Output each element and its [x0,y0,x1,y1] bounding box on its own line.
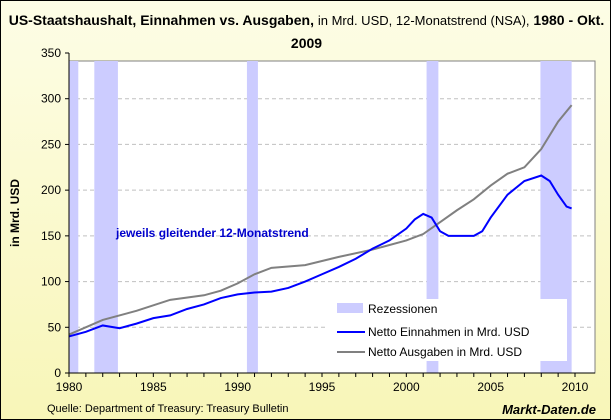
y-axis-label: in Mrd. USD [8,179,22,247]
legend-label: Netto Ausgaben in Mrd. USD [368,345,522,359]
legend-swatch-recession [337,303,363,313]
y-tick-label: 50 [48,320,62,334]
x-tick-label: 1980 [56,380,83,394]
x-tick-label: 1995 [309,380,336,394]
x-tick-label: 2005 [477,380,504,394]
y-tick-label: 350 [41,46,61,60]
x-tick-label: 2000 [393,380,420,394]
legend-box [327,299,567,361]
recession-band [246,61,258,373]
x-tick-label: 1985 [140,380,167,394]
annotation: jeweils gleitender 12-Monatstrend [115,226,309,240]
x-tick-label: 1990 [224,380,251,394]
x-tick-label: 2010 [562,380,589,394]
title-sub: in Mrd. USD, 12-Monatstrend (NSA), [317,13,530,28]
recession-band [69,61,79,373]
source-note: Quelle: Department of Treasury: Treasury… [47,403,289,415]
legend-label: Rezessionen [368,302,437,316]
y-tick-label: 250 [41,137,61,151]
recession-band [426,61,439,373]
y-tick-label: 0 [54,366,61,380]
legend-label: Netto Einnahmen in Mrd. USD [368,325,530,339]
brand-logo: Markt-Daten.de [502,402,596,417]
y-tick-label: 100 [41,275,61,289]
y-tick-label: 150 [41,229,61,243]
title-main: US-Staatshaushalt, Einnahmen vs. Ausgabe… [8,12,314,28]
series-line [68,174,572,338]
chart-title: US-Staatshaushalt, Einnahmen vs. Ausgabe… [1,9,610,54]
title-range: 1980 - Okt. 2009 [290,12,605,51]
y-tick-label: 300 [41,92,61,106]
recession-band [94,61,118,373]
y-tick-label: 200 [41,183,61,197]
